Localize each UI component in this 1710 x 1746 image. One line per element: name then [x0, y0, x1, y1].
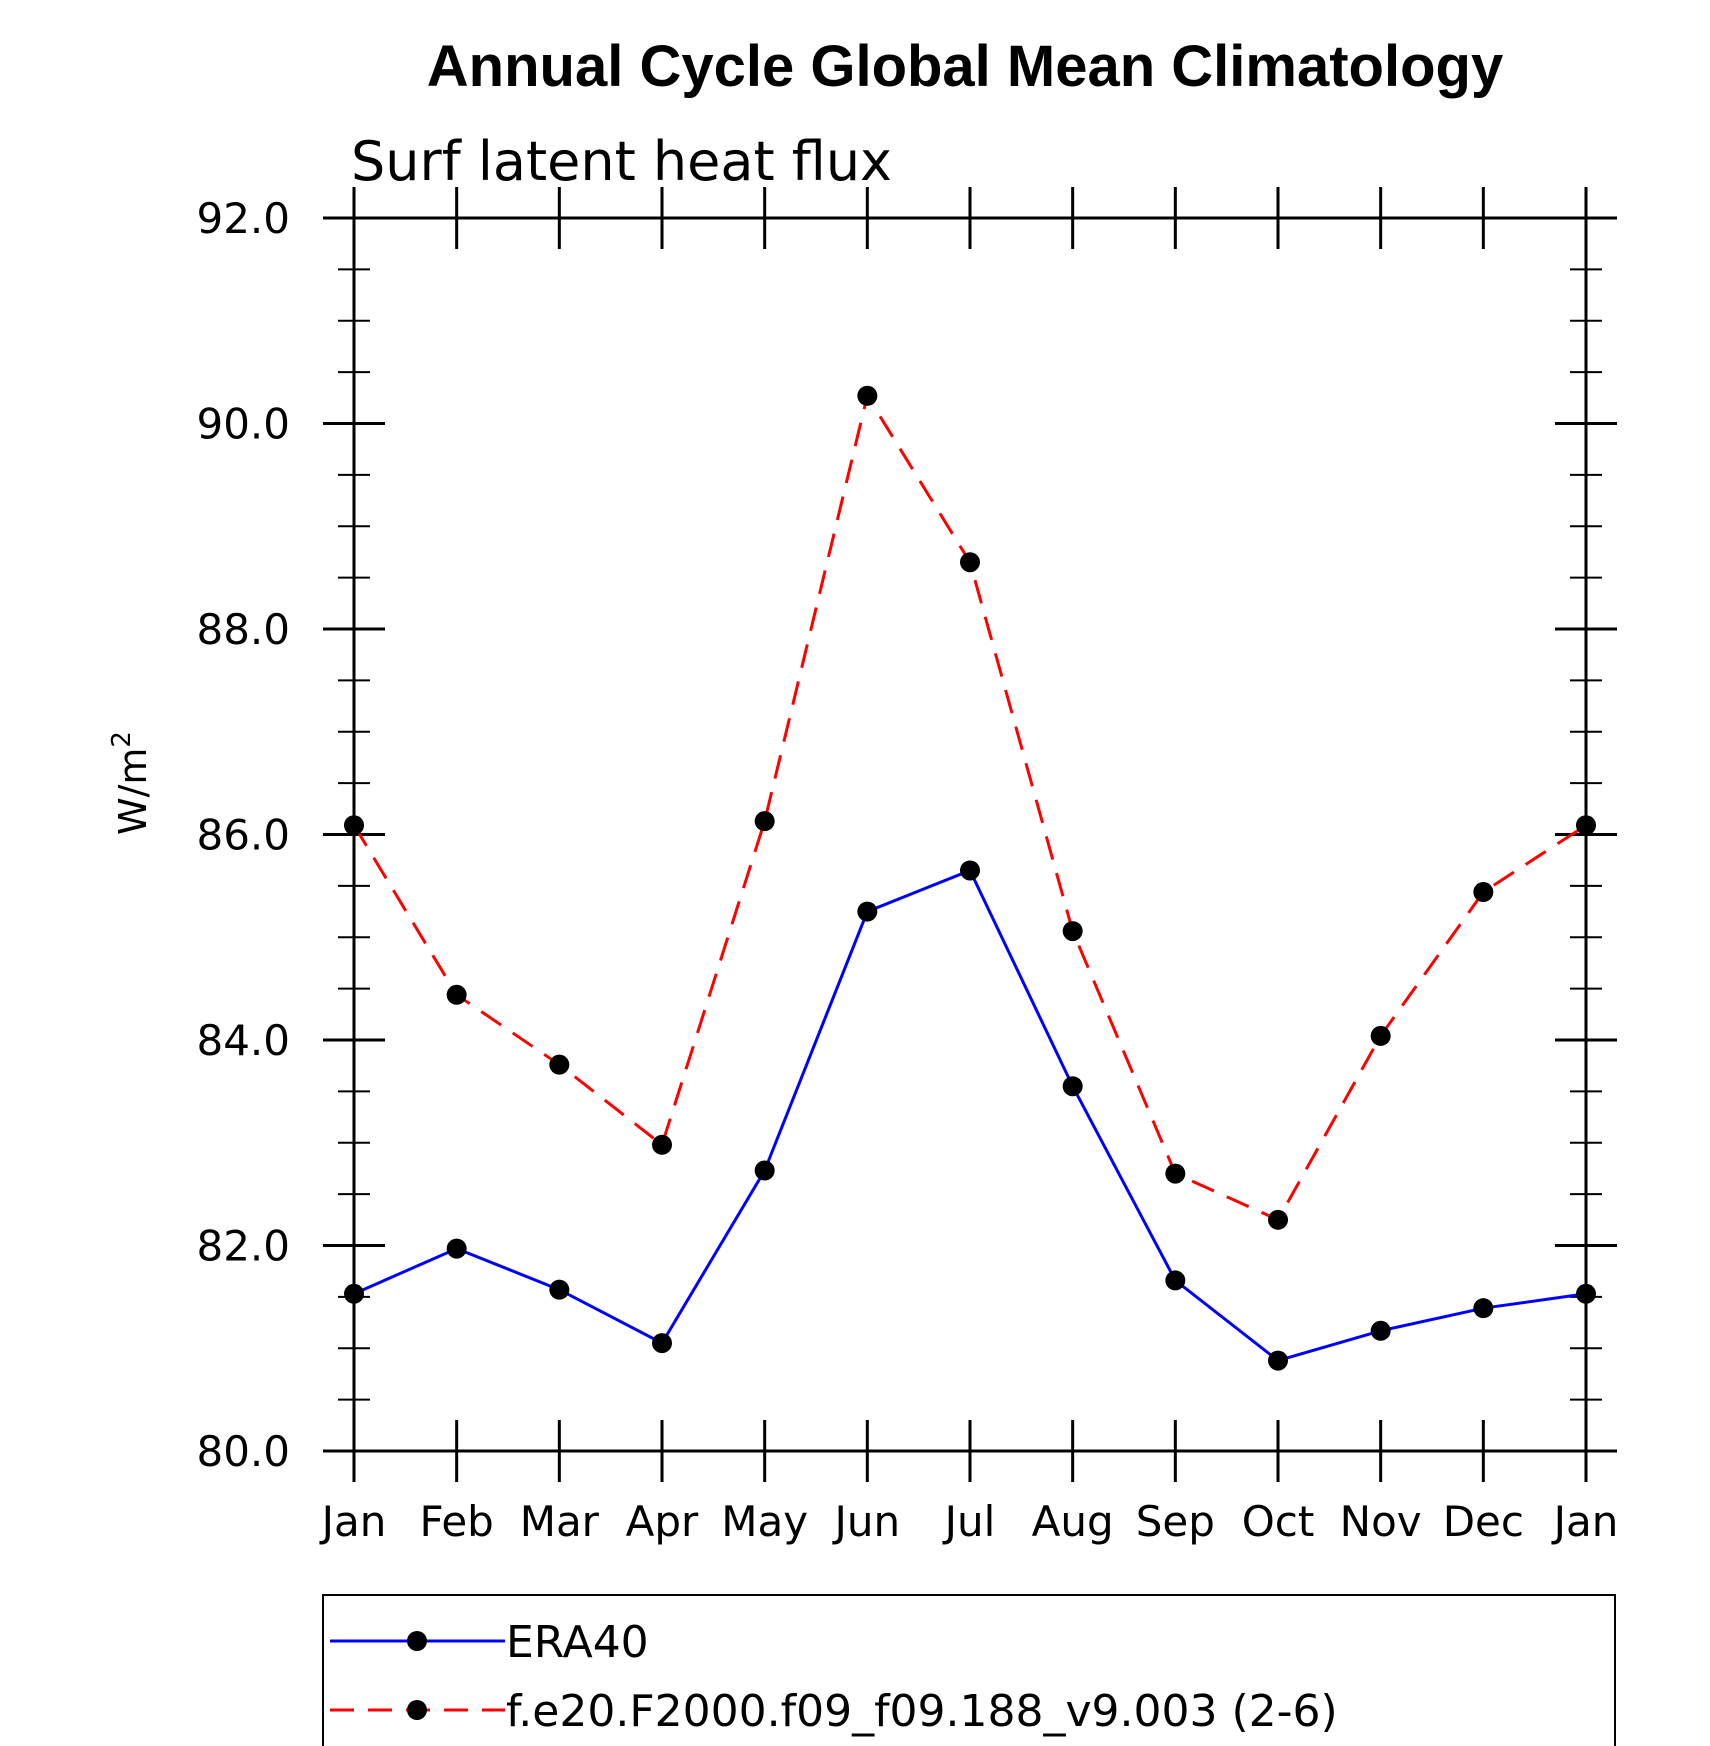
x-tick-label: Mar [520, 1497, 600, 1546]
data-point-series-1 [549, 1279, 570, 1300]
y-axis-label-superscript: 2 [107, 731, 137, 748]
data-point-series-2 [1370, 1025, 1391, 1046]
y-tick-label: 80.0 [196, 1427, 290, 1476]
data-point-series-2 [549, 1054, 570, 1075]
chart-title: Annual Cycle Global Mean Climatology [427, 34, 1503, 99]
x-tick-labels: Jan Feb Mar Apr May Jun Jul Aug Sep Oct Nov Dec Jan [319, 1497, 1619, 1546]
series-line-1 [353, 868, 1587, 1363]
y-axis-label-unit: W/m [111, 748, 155, 835]
data-point-series-1 [1268, 1350, 1288, 1371]
data-point-series-2 [857, 385, 878, 406]
x-tick-label: Jan [319, 1497, 387, 1546]
x-tick-label: Feb [419, 1497, 493, 1546]
data-point-series-2 [754, 811, 775, 832]
data-point-series-2 [446, 984, 467, 1005]
data-point-series-2 [960, 552, 980, 573]
x-tick-label: Apr [626, 1497, 699, 1546]
series-group [344, 385, 1596, 1371]
y-tick-labels: 80.0 82.0 84.0 86.0 88.0 90.0 92.0 [196, 194, 290, 1476]
legend: ERA40 f.e20.F2000.f09_f09.188_v9.003 (2-6… [330, 1617, 1338, 1737]
data-point-series-1 [344, 1283, 364, 1304]
data-point-series-2 [1165, 1163, 1186, 1184]
chart-subtitle: Surf latent heat flux [351, 130, 892, 193]
data-point-series-1 [1062, 1076, 1083, 1097]
legend-marker-1 [407, 1631, 427, 1651]
data-point-series-1 [1165, 1270, 1186, 1291]
legend-label-1: ERA40 [506, 1617, 649, 1668]
y-tick-label: 84.0 [196, 1016, 290, 1065]
legend-label-2: f.e20.F2000.f09_f09.188_v9.003 (2-6) [506, 1686, 1338, 1737]
data-point-series-2 [1576, 815, 1596, 836]
x-tick-label: Aug [1032, 1497, 1114, 1546]
axis-ticks [323, 187, 1617, 1482]
data-point-series-1 [1576, 1283, 1596, 1304]
x-tick-label: Dec [1443, 1497, 1524, 1546]
legend-box [322, 1594, 1616, 1746]
data-point-series-2 [344, 815, 364, 836]
x-tick-label: Jan [1551, 1497, 1619, 1546]
data-point-series-1 [446, 1238, 467, 1259]
data-point-series-1 [960, 860, 980, 881]
legend-marker-2 [407, 1700, 427, 1720]
series-line-2 [352, 391, 1587, 1222]
y-tick-label: 92.0 [196, 194, 290, 243]
data-point-series-1 [754, 1160, 775, 1181]
y-tick-label: 86.0 [196, 811, 290, 860]
data-point-series-1 [652, 1333, 672, 1354]
x-tick-label: Sep [1136, 1497, 1215, 1546]
x-tick-label: May [721, 1497, 808, 1546]
y-axis-label: W/m2 [107, 731, 155, 835]
data-point-series-2 [652, 1134, 672, 1155]
y-tick-label: 90.0 [196, 400, 290, 449]
y-tick-label: 82.0 [196, 1222, 290, 1271]
data-point-series-2 [1268, 1209, 1288, 1230]
data-point-series-2 [1062, 921, 1083, 942]
plot-frame [352, 216, 1588, 1453]
data-point-series-1 [857, 901, 878, 922]
x-tick-label: Nov [1340, 1497, 1422, 1546]
x-tick-label: Jun [832, 1497, 901, 1546]
x-tick-label: Oct [1242, 1497, 1315, 1546]
data-point-series-2 [1473, 882, 1494, 903]
y-tick-label: 88.0 [196, 605, 290, 654]
x-tick-label: Jul [942, 1497, 996, 1546]
data-point-series-1 [1370, 1320, 1391, 1341]
data-point-series-1 [1473, 1298, 1494, 1319]
